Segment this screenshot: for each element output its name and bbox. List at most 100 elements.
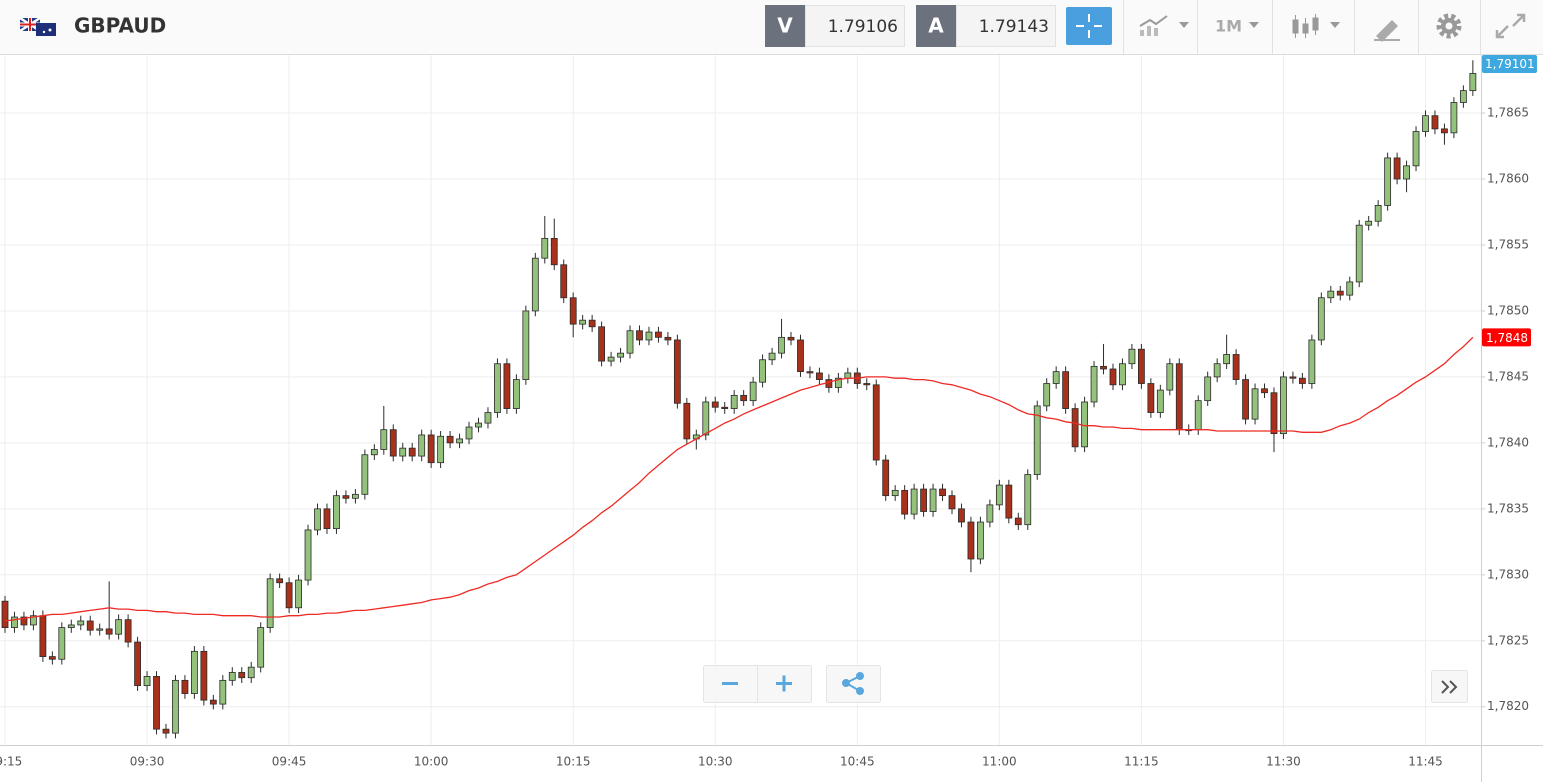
candle-body: [977, 521, 984, 560]
x-tick-label: 10:30: [698, 755, 733, 769]
candle-body: [370, 449, 378, 456]
candle-body: [1336, 290, 1344, 296]
candle-body: [1384, 157, 1392, 206]
candle-body: [484, 412, 492, 424]
ask-box[interactable]: [956, 5, 1056, 47]
candle-body: [228, 672, 236, 681]
candle-body: [588, 319, 596, 328]
y-tick-label: 1,7820: [1487, 699, 1529, 713]
bid-badge: [765, 5, 805, 47]
candle-body: [541, 237, 549, 259]
candle-body: [219, 679, 227, 705]
bid-price: 1.79106: [828, 17, 898, 37]
crosshair-button[interactable]: [1066, 7, 1112, 45]
candle-body: [333, 495, 340, 530]
candle-body: [816, 372, 823, 380]
candle-body: [1365, 220, 1373, 226]
candle-body: [778, 336, 785, 354]
ask-badge: [916, 5, 956, 47]
candle-body: [645, 331, 653, 341]
y-tick-label: 1,7860: [1487, 172, 1529, 186]
candle-body: [1261, 388, 1268, 394]
candle-body: [446, 435, 454, 444]
candle-body: [711, 401, 719, 408]
candle-body: [569, 297, 577, 325]
candle-body: [475, 422, 482, 428]
candle-body: [1175, 363, 1183, 431]
candle-body: [1090, 365, 1098, 403]
bid-label: V: [777, 14, 793, 38]
timeframe-button[interactable]: 1M: [1215, 17, 1259, 36]
candle-body: [1119, 363, 1126, 386]
candle-body: [190, 650, 198, 694]
candle-body: [389, 429, 397, 457]
candle-body: [1308, 339, 1316, 384]
toolbar-separators: [1123, 0, 1481, 54]
candle-body: [124, 619, 132, 643]
scroll-end-button[interactable]: [1431, 670, 1468, 703]
candle-body: [995, 484, 1003, 506]
y-tick-label: 1,7825: [1487, 633, 1529, 647]
candle-body: [872, 384, 880, 461]
candle-body: [1109, 368, 1117, 386]
candle-body: [399, 447, 407, 457]
chart-type-button[interactable]: [1139, 15, 1189, 36]
plot: [1, 60, 1477, 739]
candle-body: [427, 434, 435, 464]
candle-body: [1138, 348, 1145, 384]
candle-body: [1374, 205, 1382, 222]
candle-body: [882, 459, 890, 497]
candle-body: [285, 582, 293, 609]
bid-box[interactable]: [805, 5, 905, 47]
share-button[interactable]: [826, 665, 881, 703]
candle-body: [1459, 90, 1467, 103]
zoom-in[interactable]: [776, 675, 792, 692]
candle-body: [512, 379, 520, 409]
candle-body: [30, 615, 37, 626]
moving-average-line: [4, 336, 1474, 622]
candle-body: [1052, 371, 1060, 384]
candle-body: [655, 331, 662, 338]
candle-body: [238, 672, 246, 679]
candle-body: [1223, 354, 1231, 365]
candle-body: [39, 615, 47, 658]
candle-body: [560, 264, 568, 299]
candle-body: [209, 699, 217, 705]
candle-body: [67, 624, 75, 628]
candle-body: [20, 616, 28, 626]
candle-style-button[interactable]: [1292, 14, 1340, 38]
candle-body: [77, 620, 85, 626]
candle-body: [844, 372, 852, 379]
candle-body: [1270, 392, 1278, 435]
candle-body: [456, 438, 463, 444]
candle-body: [1081, 401, 1088, 448]
x-tick-label: 11:30: [1266, 755, 1301, 769]
candle-body: [1204, 376, 1212, 402]
candle-body: [721, 406, 729, 409]
candle-body: [105, 628, 113, 635]
candle-body: [418, 434, 426, 457]
candle-body: [1346, 281, 1354, 296]
candle-body: [134, 641, 141, 687]
flag-icon: [19, 16, 56, 36]
candle-body: [266, 578, 274, 628]
candle-body: [1062, 371, 1070, 409]
candle-body: [986, 504, 994, 523]
candle-body: [86, 620, 94, 631]
last-price-label: 1,79101: [1485, 57, 1535, 71]
y-tick-label: 1,7830: [1487, 567, 1529, 581]
candle-body: [503, 363, 511, 409]
candle-body: [673, 339, 681, 404]
candle-body: [1298, 377, 1306, 384]
draw-tool-button[interactable]: [1374, 20, 1400, 42]
candle-body: [1128, 348, 1136, 365]
candle-body: [1412, 131, 1420, 167]
candle-body: [181, 679, 189, 694]
candle-body: [1043, 383, 1051, 407]
settings-button[interactable]: [1436, 13, 1462, 39]
ma-price-box: [1482, 328, 1531, 347]
candle-body: [806, 371, 814, 374]
fullscreen-button[interactable]: [1495, 13, 1526, 39]
candle-body: [1469, 73, 1477, 92]
candle-body: [531, 257, 539, 312]
